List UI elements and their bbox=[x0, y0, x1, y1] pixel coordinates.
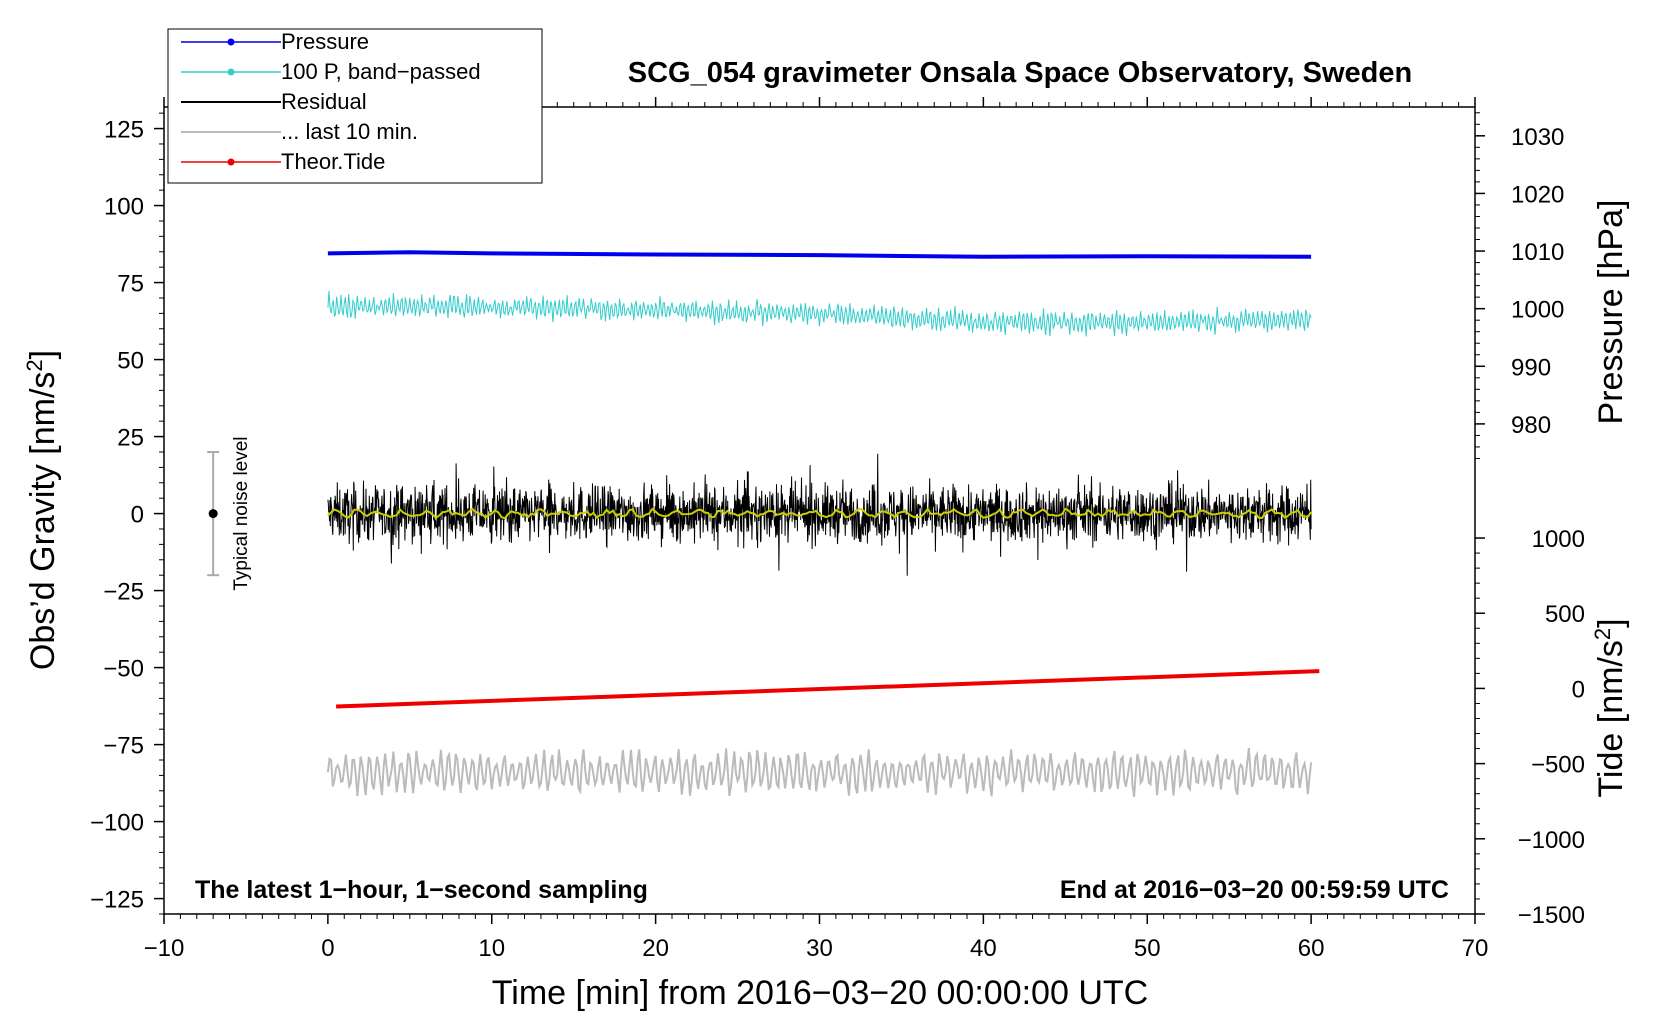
pressure-tick-label: 1030 bbox=[1511, 124, 1564, 151]
pressure-tick-label: 990 bbox=[1511, 354, 1551, 381]
series-theoretical-tide bbox=[336, 669, 1320, 709]
tide-tick-label: −500 bbox=[1531, 752, 1585, 779]
y-axis-title-tide-sup: 2 bbox=[1590, 628, 1615, 640]
legend-marker-bandpassed bbox=[227, 68, 235, 76]
series-bandpassed-pressure bbox=[327, 290, 1312, 337]
legend-label-bandpassed: 100 P, band−passed bbox=[281, 59, 481, 84]
legend-label-residual: Residual bbox=[281, 89, 367, 114]
legend-label-tide: Theor.Tide bbox=[281, 149, 385, 174]
y-tick-label: 0 bbox=[131, 502, 144, 529]
noise-center-point bbox=[208, 509, 218, 519]
series-residual bbox=[327, 453, 1312, 576]
y-tick-label: 25 bbox=[117, 425, 144, 452]
y-tick-label: −125 bbox=[90, 887, 144, 914]
tide-tick-label: 0 bbox=[1572, 676, 1585, 703]
y-tick-label: 50 bbox=[117, 348, 144, 375]
y-axis-title-left-sup: 2 bbox=[22, 359, 47, 371]
tide-tick-label: −1500 bbox=[1518, 902, 1585, 929]
y-tick-label: 100 bbox=[104, 194, 144, 221]
pressure-tick-label: 1010 bbox=[1511, 239, 1564, 266]
y-tick-label: −100 bbox=[90, 810, 144, 837]
y-axis-title-tide-end: ] bbox=[1592, 618, 1630, 627]
legend-marker-tide bbox=[227, 158, 235, 166]
x-axis-title: Time [min] from 2016−03−20 00:00:00 UTC bbox=[492, 974, 1148, 1012]
series-layer bbox=[326, 250, 1320, 798]
noise-level-label: Typical noise level bbox=[231, 436, 252, 590]
legend-marker-pressure bbox=[227, 38, 235, 46]
legend: Pressure 100 P, band−passed Residual ...… bbox=[167, 28, 543, 184]
tide-tick-label: 500 bbox=[1545, 601, 1585, 628]
annotation-end-time: End at 2016−03−20 00:59:59 UTC bbox=[1060, 876, 1449, 904]
y-tick-label: −50 bbox=[103, 656, 144, 683]
y-axis-title-left-main: Obs’d Gravity [nm/s bbox=[24, 372, 62, 671]
chart-title: SCG_054 gravimeter Onsala Space Observat… bbox=[628, 57, 1412, 89]
y-axis-title-tide-main: Tide [nm/s bbox=[1592, 640, 1630, 797]
x-tick-label: 20 bbox=[642, 935, 669, 962]
x-tick-label: 0 bbox=[321, 935, 334, 962]
x-tick-label: 70 bbox=[1462, 935, 1489, 962]
series-pressure bbox=[327, 250, 1312, 259]
y-tick-label: 75 bbox=[117, 271, 144, 298]
x-tick-label: 30 bbox=[806, 935, 833, 962]
noise-level-indicator bbox=[207, 450, 220, 577]
y-tick-label: 125 bbox=[104, 117, 144, 144]
legend-label-pressure: Pressure bbox=[281, 29, 369, 54]
y-tick-label: −75 bbox=[103, 733, 144, 760]
x-tick-label: 10 bbox=[478, 935, 505, 962]
x-tick-label: 40 bbox=[970, 935, 997, 962]
y-axis-title-left-end: ] bbox=[24, 350, 62, 359]
y-axis-title-pressure: Pressure [hPa] bbox=[1592, 200, 1630, 425]
legend-box bbox=[167, 28, 543, 184]
pressure-tick-label: 1000 bbox=[1511, 297, 1564, 324]
x-tick-label: 60 bbox=[1298, 935, 1325, 962]
tide-tick-label: 1000 bbox=[1532, 526, 1585, 553]
y-axis-title-tide: Tide [nm/s2] bbox=[1590, 618, 1630, 797]
series-residual-smoothed bbox=[327, 507, 1312, 520]
series-last-10-min bbox=[326, 747, 1313, 798]
y-tick-label: −25 bbox=[103, 579, 144, 606]
pressure-tick-label: 1020 bbox=[1511, 181, 1564, 208]
y-axis-title-left: Obs’d Gravity [nm/s2] bbox=[22, 350, 62, 670]
legend-label-last10: ... last 10 min. bbox=[281, 119, 418, 144]
x-tick-label: 50 bbox=[1134, 935, 1161, 962]
annotation-sampling: The latest 1−hour, 1−second sampling bbox=[195, 876, 648, 904]
x-tick-label: −10 bbox=[144, 935, 185, 962]
ticks-layer: −10 0 10 20 30 40 50 60 701251007550250−25−50−75… bbox=[90, 97, 1585, 962]
pressure-tick-label: 980 bbox=[1511, 412, 1551, 439]
tide-tick-label: −1000 bbox=[1518, 827, 1585, 854]
